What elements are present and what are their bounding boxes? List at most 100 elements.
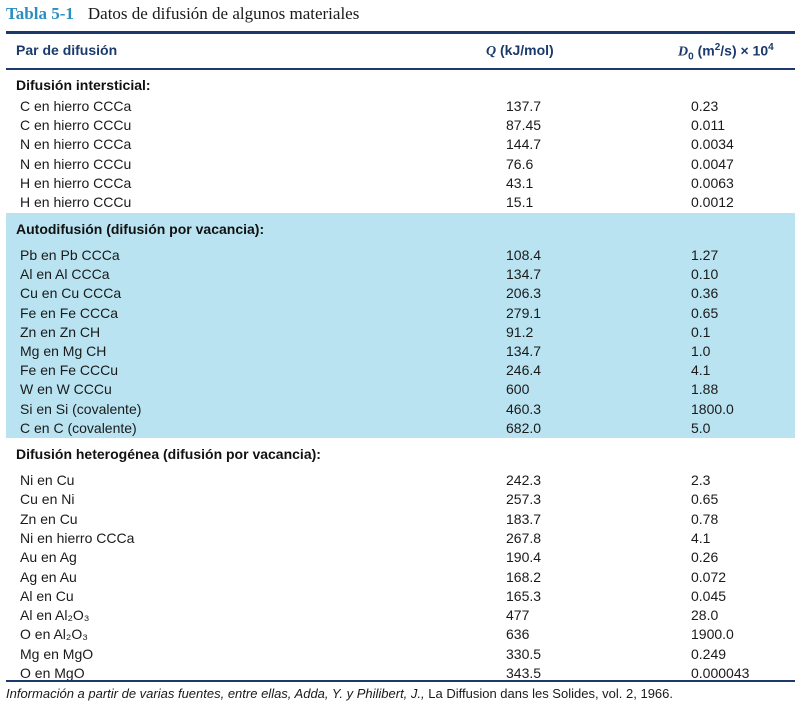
table-row: Ni en Cu 242.3 2.3 (6, 471, 795, 490)
activation-energy: 15.1 (506, 194, 534, 210)
activation-energy: 636 (506, 626, 530, 643)
diffusion-pair: H en hierro CCCu (20, 194, 132, 210)
header-diffusion-coefficient: D0 (m2/s) × 104 (678, 42, 774, 63)
activation-energy: 682.0 (506, 419, 542, 436)
header-rule (6, 68, 795, 70)
table-row: W en W CCCu 600 1.88 (6, 380, 795, 399)
diffusion-coefficient: 0.65 (691, 304, 719, 321)
diffusion-coefficient: 0.249 (691, 645, 727, 662)
table-row: Fe en Fe CCCa 279.1 0.65 (6, 304, 795, 323)
diffusion-coefficient: 0.26 (691, 549, 719, 566)
diffusion-coefficient: 0.78 (691, 510, 719, 527)
source-note: Información a partir de varias fuentes, … (6, 686, 673, 701)
table-row: O en MgO 343.5 0.000043 (6, 664, 795, 683)
activation-energy: 183.7 (506, 510, 542, 527)
diffusion-coefficient: 28.0 (691, 607, 719, 624)
table-row: N en hierro CCCa 144.7 0.0034 (6, 135, 795, 154)
activation-energy: 144.7 (506, 136, 542, 153)
activation-energy: 43.1 (506, 174, 534, 191)
activation-energy: 165.3 (506, 587, 542, 604)
activation-energy: 343.5 (506, 665, 542, 681)
diffusion-coefficient: 0.000043 (691, 665, 750, 681)
diffusion-pair: Fe en Fe CCCu (20, 362, 119, 379)
diffusion-pair: Cu en Ni (20, 491, 75, 508)
diffusion-coefficient: 5.0 (691, 419, 711, 436)
top-rule (6, 31, 795, 34)
diffusion-coefficient: 0.36 (691, 285, 719, 302)
diffusion-coefficient: 0.0063 (691, 174, 734, 191)
diffusion-coefficient: 0.0012 (691, 194, 734, 210)
table-row: C en hierro CCCa 137.7 0.23 (6, 97, 795, 116)
table-row: Ag en Au 168.2 0.072 (6, 568, 795, 587)
diffusion-coefficient: 0.1 (691, 323, 711, 340)
activation-energy: 134.7 (506, 266, 542, 283)
diffusion-pair: Pb en Pb CCCa (20, 247, 120, 263)
diffusion-coefficient: 0.072 (691, 568, 727, 585)
activation-energy: 108.4 (506, 247, 542, 263)
table-row: Cu en Cu CCCa 206.3 0.36 (6, 284, 795, 303)
table-number: Tabla 5-1 (6, 4, 74, 23)
diffusion-coefficient: 0.0034 (691, 136, 734, 153)
source-authors: Información a partir de varias fuentes, … (6, 686, 425, 701)
table-header: Par de difusión Q (kJ/mol) D0 (m2/s) × 1… (6, 34, 795, 68)
activation-energy: 477 (506, 607, 530, 624)
diffusion-pair: O en MgO (20, 665, 85, 681)
diffusion-coefficient: 4.1 (691, 362, 711, 379)
diffusion-pair: N en hierro CCCu (20, 155, 132, 172)
table-title: Datos de difusión de algunos materiales (87, 4, 360, 23)
diffusion-pair: C en hierro CCCa (20, 98, 132, 114)
diffusion-coefficient: 1800.0 (691, 400, 734, 417)
table-row: Al en Cu 165.3 0.045 (6, 587, 795, 606)
diffusion-pair: N en hierro CCCa (20, 136, 132, 153)
diffusion-pair: Zn en Zn CH (20, 323, 101, 340)
bottom-rule (6, 680, 795, 682)
diffusion-pair: W en W CCCu (20, 381, 112, 398)
diffusion-pair: C en C (covalente) (20, 419, 137, 436)
activation-energy: 246.4 (506, 362, 542, 379)
activation-energy: 279.1 (506, 304, 542, 321)
activation-energy: 460.3 (506, 400, 542, 417)
section-self-diffusion: Autodifusión (difusión por vacancia): Pb… (6, 213, 795, 438)
diffusion-coefficient: 0.65 (691, 491, 719, 508)
diffusion-pair: Al en Cu (20, 587, 74, 604)
diffusion-pair: Cu en Cu CCCa (20, 285, 122, 302)
table-row: H en hierro CCCa 43.1 0.0063 (6, 174, 795, 193)
activation-energy: 330.5 (506, 645, 542, 662)
table-row: C en hierro CCCu 87.45 0.011 (6, 116, 795, 135)
diffusion-pair: Ni en Cu (20, 472, 75, 488)
header-pair: Par de difusión (16, 42, 118, 58)
diffusion-coefficient: 1900.0 (691, 626, 734, 643)
table-row: Ni en hierro CCCa 267.8 4.1 (6, 529, 795, 548)
table-caption: Tabla 5-1 Datos de difusión de algunos ma… (6, 4, 359, 24)
table-row: C en C (covalente) 682.0 5.0 (6, 419, 795, 438)
table-row: Zn en Zn CH 91.2 0.1 (6, 323, 795, 342)
table-row: Pb en Pb CCCa 108.4 1.27 (6, 246, 795, 265)
section-title: Autodifusión (difusión por vacancia): (16, 221, 265, 237)
diffusion-pair: Ni en hierro CCCa (20, 529, 135, 546)
diffusion-coefficient: 0.10 (691, 266, 719, 283)
activation-energy: 190.4 (506, 549, 542, 566)
diffusion-pair: Si en Si (covalente) (20, 400, 142, 417)
diffusion-coefficient: 0.0047 (691, 155, 734, 172)
table-row: Si en Si (covalente) 460.3 1800.0 (6, 400, 795, 419)
header-activation-energy: Q (kJ/mol) (486, 42, 554, 59)
diffusion-pair: Fe en Fe CCCa (20, 304, 119, 321)
table-row: Mg en Mg CH 134.7 1.0 (6, 342, 795, 361)
diffusion-coefficient: 4.1 (691, 529, 711, 546)
table-row: Al en Al₂O₃ 477 28.0 (6, 606, 795, 625)
activation-energy: 267.8 (506, 529, 542, 546)
activation-energy: 257.3 (506, 491, 542, 508)
table-row: Mg en MgO 330.5 0.249 (6, 645, 795, 664)
diffusion-pair: Mg en MgO (20, 645, 94, 662)
table-row: Zn en Cu 183.7 0.78 (6, 510, 795, 529)
activation-energy: 242.3 (506, 472, 542, 488)
diffusion-pair: Al en Al CCCa (20, 266, 110, 283)
diffusion-pair: Au en Ag (20, 549, 77, 566)
diffusion-coefficient: 2.3 (691, 472, 711, 488)
activation-energy: 134.7 (506, 343, 542, 359)
activation-energy: 600 (506, 381, 530, 398)
diffusion-pair: Zn en Cu (20, 510, 78, 527)
activation-energy: 168.2 (506, 568, 542, 585)
diffusion-pair: O en Al₂O₃ (20, 626, 88, 643)
diffusion-pair: Al en Al₂O₃ (20, 607, 90, 624)
